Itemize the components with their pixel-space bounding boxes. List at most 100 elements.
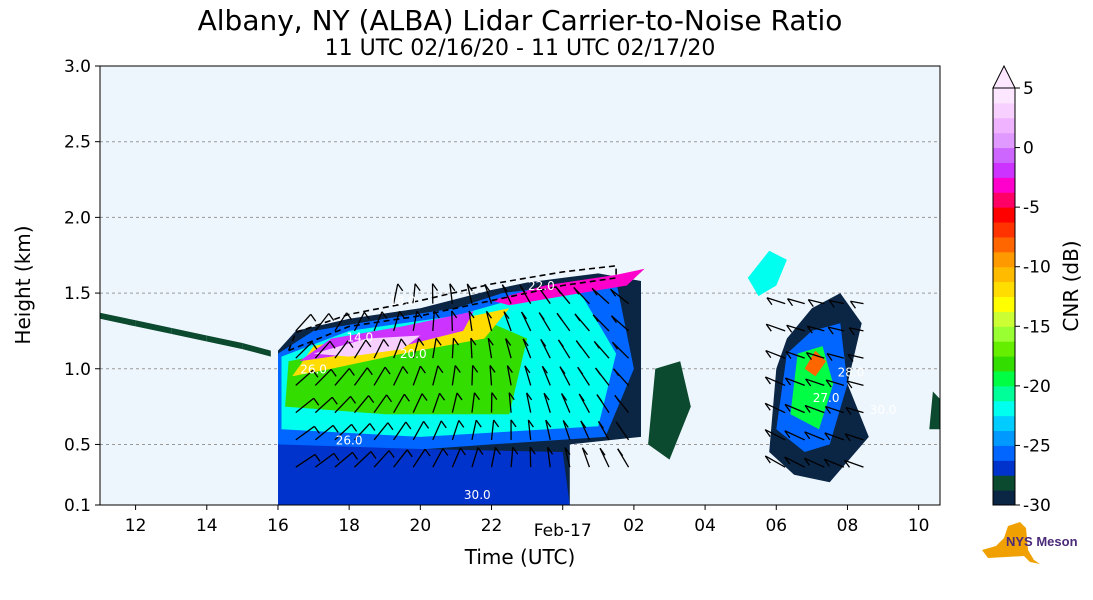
wind-barb-flag	[527, 419, 534, 428]
colorbar-swatch	[993, 326, 1015, 342]
chart-subtitle: 11 UTC 02/16/20 - 11 UTC 02/17/20	[324, 36, 716, 61]
wind-barb-flag	[541, 365, 548, 374]
colorbar-swatch	[993, 356, 1015, 372]
wind-barb-flag	[581, 447, 588, 456]
wind-barb-flag	[313, 425, 320, 434]
colorbar-tick-label: -10	[1023, 258, 1051, 278]
wind-barb-shaft	[541, 365, 551, 386]
wind-barb-flag	[786, 298, 794, 307]
wind-barb-shaft	[314, 424, 334, 441]
wind-barb-flag	[828, 300, 835, 308]
contour-label: 26.0	[336, 433, 363, 447]
wind-barb-shaft	[393, 283, 399, 304]
wind-barb-flag	[503, 311, 510, 319]
wind-barb-flag	[424, 448, 431, 457]
x-tick-label: 16	[267, 516, 289, 536]
colorbar-swatch	[993, 460, 1015, 476]
wind-barb-shaft	[829, 299, 845, 305]
colorbar-swatch	[993, 102, 1015, 119]
wind-barb-shaft	[295, 341, 313, 359]
wind-barb-flag	[540, 338, 547, 347]
wind-barb-shaft	[827, 326, 845, 332]
wind-barb-shaft	[412, 421, 425, 441]
wind-barb-shaft	[764, 455, 786, 468]
wind-barb-flag	[599, 447, 606, 456]
wind-barb-flag	[825, 379, 832, 388]
wind-barb-flag	[556, 312, 563, 321]
wind-barb-flag	[615, 421, 622, 430]
wind-barb-flag	[826, 353, 833, 361]
wind-barb-shaft	[524, 365, 532, 386]
wind-barb-shaft	[564, 447, 571, 468]
wind-barb-flag	[610, 288, 617, 297]
wind-barb-flag	[577, 366, 584, 375]
wind-barb-flag	[573, 287, 580, 295]
contour-label: 20.0	[400, 347, 427, 361]
wind-barb-flag	[475, 419, 482, 428]
wind-barb-shaft	[412, 338, 420, 359]
wind-barb-shaft	[468, 310, 473, 332]
wind-barb-shaft	[850, 300, 864, 305]
logo-text: NYS Mesonet	[1006, 534, 1078, 549]
x-tick-label: 22	[481, 516, 503, 536]
contour-labels: 26.0 18.0 14.0 20.0 22.0 26.0 30.0 27.0 28.0 30.0	[300, 279, 896, 502]
wind-barb-shaft	[373, 394, 388, 414]
wind-barb-shaft	[765, 376, 786, 387]
wind-barb-shaft	[373, 311, 383, 332]
wind-barb-shaft	[489, 365, 493, 386]
wind-barb-shaft	[432, 448, 444, 468]
wind-barb-shaft	[485, 311, 493, 332]
wind-barb-flag	[512, 446, 519, 455]
wind-barb-shaft	[807, 325, 825, 332]
wind-barb-flag	[477, 447, 484, 455]
wind-barb-shaft	[412, 393, 423, 413]
wind-barb-flag	[596, 394, 603, 403]
wind-barb-flag	[350, 396, 357, 404]
wind-barb-shaft	[546, 447, 551, 468]
wind-barb-flag	[508, 392, 515, 401]
wind-barb-shaft	[451, 338, 455, 359]
wind-barb-shaft	[785, 351, 805, 359]
wind-barb-flag	[459, 447, 466, 456]
wind-barb-flag	[805, 378, 812, 387]
wind-barb-shaft	[314, 340, 331, 359]
wind-barb-flag	[369, 423, 376, 431]
wind-barb-flag	[454, 365, 461, 373]
wind-barb-flag	[329, 341, 336, 349]
wind-barb-flag	[613, 368, 620, 377]
x-axis-label: Time (UTC)	[464, 545, 576, 569]
wind-barb-shaft	[334, 340, 349, 359]
wind-barb-flag	[803, 457, 810, 466]
wind-barb-flag	[402, 366, 409, 374]
wind-barb-shaft	[610, 288, 629, 305]
cnr-region	[278, 444, 570, 505]
wind-barb-flag	[331, 396, 338, 405]
x-tick-label: 02	[623, 516, 645, 536]
wind-barb-shaft	[845, 406, 864, 414]
wind-barb-shaft	[334, 451, 353, 468]
wind-barb-flag	[804, 431, 811, 440]
wind-barb-flag	[310, 313, 317, 322]
x-tick-label: 20	[410, 516, 432, 536]
colorbar-swatch	[993, 207, 1015, 223]
wind-barb-shaft	[471, 447, 479, 468]
wind-barb-shaft	[314, 452, 335, 468]
colorbar-swatch	[993, 445, 1015, 461]
wind-barb-shaft	[412, 448, 426, 468]
wind-barb-shaft	[804, 404, 825, 414]
contour-label: 14.0	[346, 331, 373, 345]
wind-barb-shaft	[804, 431, 825, 441]
wind-barb-flag	[505, 338, 512, 346]
aerosol-layer-segment	[135, 320, 172, 334]
wind-barb-shaft	[484, 284, 493, 304]
wind-barb-shaft	[522, 338, 532, 359]
wind-barb-flag	[470, 337, 477, 346]
y-tick-label: 0.1	[64, 496, 91, 516]
logo-state-shape	[982, 522, 1040, 564]
wind-barb-flag	[370, 451, 377, 459]
wind-barb-shaft	[525, 392, 532, 413]
wind-barb-flag	[472, 365, 479, 373]
colorbar-swatch	[993, 162, 1015, 178]
wind-barb-flag	[403, 393, 410, 402]
wind-barb-shaft	[334, 368, 350, 386]
